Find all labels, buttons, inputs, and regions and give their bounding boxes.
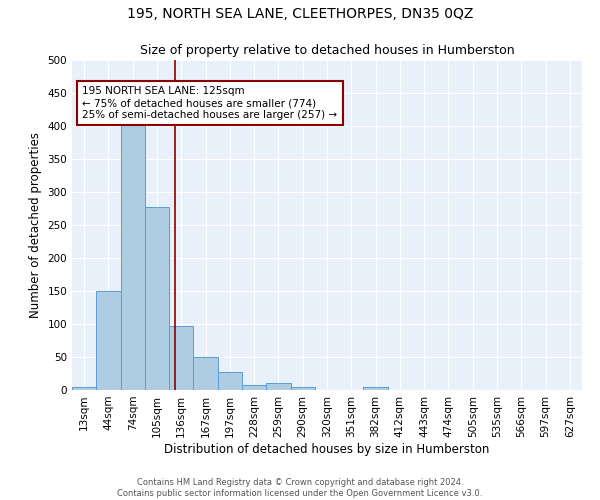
Bar [145,206,169,390]
Text: 195, NORTH SEA LANE, CLEETHORPES, DN35 0QZ: 195, NORTH SEA LANE, CLEETHORPES, DN35 0… [127,8,473,22]
Bar [218,372,242,390]
Y-axis label: Number of detached properties: Number of detached properties [29,132,42,318]
Bar [121,113,145,390]
Bar [266,384,290,390]
Title: Size of property relative to detached houses in Humberston: Size of property relative to detached ho… [140,44,514,58]
Bar [290,386,315,390]
Bar [169,326,193,390]
Bar [364,388,388,390]
Bar [193,357,218,390]
Bar [242,384,266,390]
Text: Contains HM Land Registry data © Crown copyright and database right 2024.
Contai: Contains HM Land Registry data © Crown c… [118,478,482,498]
Bar [72,386,96,390]
Text: 195 NORTH SEA LANE: 125sqm
← 75% of detached houses are smaller (774)
25% of sem: 195 NORTH SEA LANE: 125sqm ← 75% of deta… [82,86,337,120]
X-axis label: Distribution of detached houses by size in Humberston: Distribution of detached houses by size … [164,442,490,456]
Bar [96,291,121,390]
